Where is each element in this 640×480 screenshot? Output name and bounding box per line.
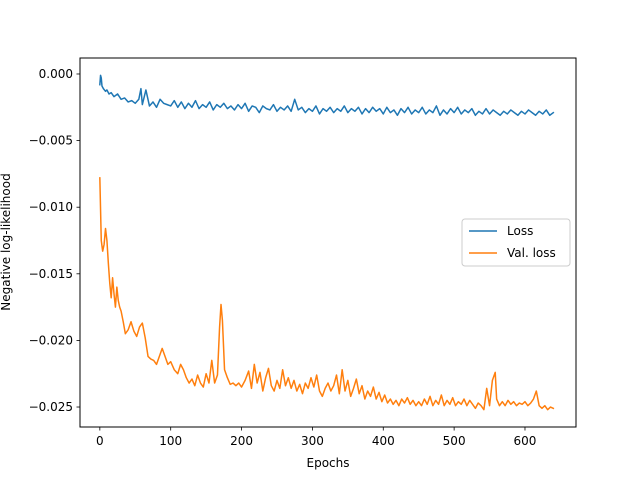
series-line-val-loss: [99, 177, 555, 411]
legend-label-loss: Loss: [507, 224, 533, 238]
y-tick-label: −0.005: [29, 134, 73, 148]
plot-frame: [79, 57, 577, 428]
legend-label-val-loss: Val. loss: [507, 246, 556, 260]
series-layer: [99, 74, 555, 411]
y-tick-label: −0.025: [29, 400, 73, 414]
y-axis-title: Negative log-likelihood: [0, 173, 13, 310]
y-tick-label: −0.020: [29, 333, 73, 347]
y-tick-label: 0.000: [39, 67, 73, 81]
x-tick-label: 200: [230, 434, 253, 448]
x-tick-label: 500: [443, 434, 466, 448]
x-axis-ticks: 0 100 200 300 400 500 600: [96, 427, 536, 448]
y-tick-label: −0.010: [29, 200, 73, 214]
x-axis-title: Epochs: [307, 456, 350, 470]
legend: Loss Val. loss: [461, 218, 571, 267]
x-tick-label: 0: [96, 434, 104, 448]
series-line-loss: [99, 74, 555, 117]
x-tick-label: 300: [301, 434, 324, 448]
x-tick-label: 100: [159, 434, 182, 448]
y-tick-label: −0.015: [29, 267, 73, 281]
y-axis-ticks: 0.000 −0.005 −0.010 −0.015 −0.020 −0.025: [29, 67, 80, 414]
x-tick-label: 600: [514, 434, 537, 448]
x-tick-label: 400: [372, 434, 395, 448]
